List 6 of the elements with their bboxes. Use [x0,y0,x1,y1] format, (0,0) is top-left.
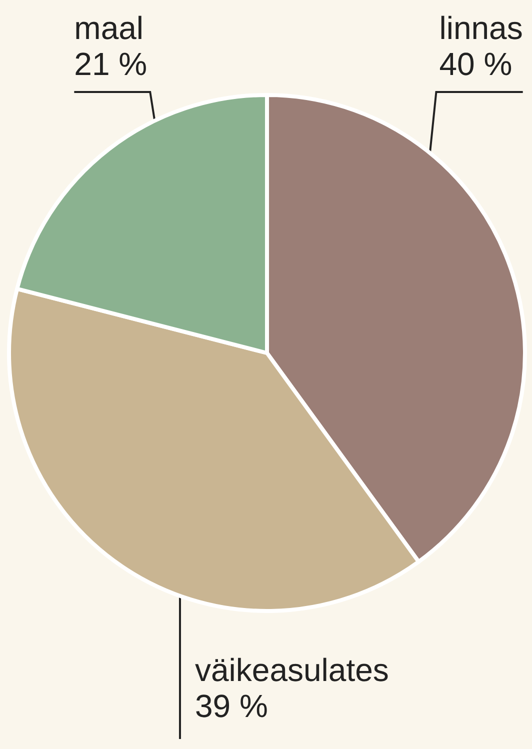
slice-label: linnas [439,10,523,46]
data-label: 40 % [439,46,512,82]
data-label: 39 % [194,688,268,724]
slice-label: maal [74,10,144,46]
slice-label: väikeasulates [194,652,389,688]
data-label: 21 % [74,46,148,82]
